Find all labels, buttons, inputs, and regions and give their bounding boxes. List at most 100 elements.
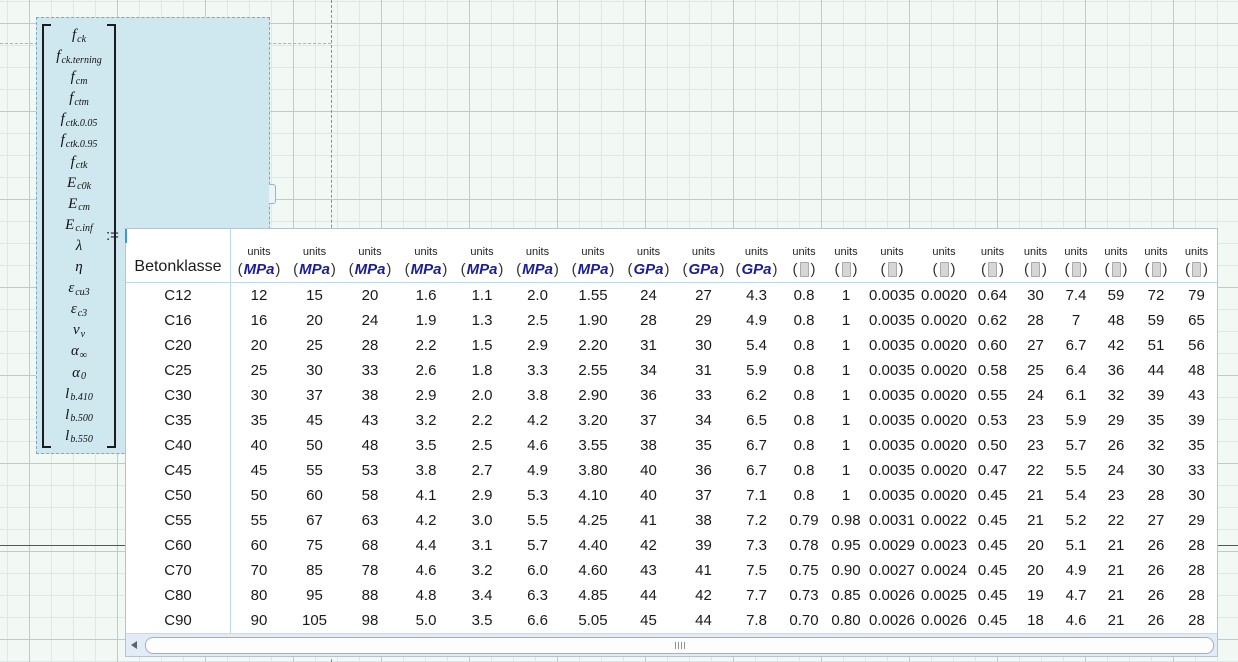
- value-cell-C50-1[interactable]: 50: [231, 487, 287, 504]
- value-cell-C45-19[interactable]: 30: [1136, 462, 1176, 479]
- value-cell-C55-12[interactable]: 0.98: [826, 512, 866, 529]
- unit-MPa[interactable]: (MPa): [405, 261, 448, 278]
- unit-placeholder[interactable]: (): [1024, 261, 1047, 278]
- value-cell-C90-13[interactable]: 0.0026: [866, 612, 918, 629]
- value-cell-C55-9[interactable]: 38: [676, 512, 731, 529]
- value-cell-C45-13[interactable]: 0.0035: [866, 462, 918, 479]
- class-cell-C80[interactable]: C80: [126, 583, 231, 608]
- value-cell-C45-14[interactable]: 0.0020: [918, 462, 970, 479]
- value-cell-C25-7[interactable]: 2.55: [565, 362, 621, 379]
- value-cell-C20-11[interactable]: 0.8: [782, 337, 826, 354]
- value-cell-C40-20[interactable]: 35: [1176, 437, 1217, 454]
- value-cell-C35-7[interactable]: 3.20: [565, 412, 621, 429]
- value-cell-C30-6[interactable]: 3.8: [510, 387, 565, 404]
- value-cell-C70-5[interactable]: 3.2: [454, 562, 510, 579]
- value-cell-C16-10[interactable]: 4.9: [731, 312, 782, 329]
- value-cell-C35-14[interactable]: 0.0020: [918, 412, 970, 429]
- value-cell-C55-3[interactable]: 63: [342, 512, 398, 529]
- value-cell-C55-18[interactable]: 22: [1096, 512, 1136, 529]
- class-cell-C12[interactable]: C12: [126, 283, 231, 308]
- matrix-entry-f-ctk[interactable]: fctk: [51, 152, 107, 173]
- value-cell-C35-9[interactable]: 34: [676, 412, 731, 429]
- unit-GPa[interactable]: (GPa): [735, 261, 777, 278]
- value-cell-C60-4[interactable]: 4.4: [398, 537, 454, 554]
- value-cell-C16-3[interactable]: 24: [342, 312, 398, 329]
- matrix-entry-f-ctk-095[interactable]: fctk.0.95: [51, 130, 107, 151]
- matrix-entry-alpha-0[interactable]: α0: [51, 363, 107, 384]
- class-cell-C50[interactable]: C50: [126, 483, 231, 508]
- value-cell-C30-3[interactable]: 38: [342, 387, 398, 404]
- matrix-entry-f-ctm[interactable]: fctm: [51, 88, 107, 109]
- value-cell-C50-16[interactable]: 21: [1015, 487, 1056, 504]
- value-cell-C70-11[interactable]: 0.75: [782, 562, 826, 579]
- value-cell-C12-17[interactable]: 7.4: [1056, 287, 1096, 304]
- value-cell-C60-17[interactable]: 5.1: [1056, 537, 1096, 554]
- value-cell-C80-12[interactable]: 0.85: [826, 587, 866, 604]
- value-cell-C12-3[interactable]: 20: [342, 287, 398, 304]
- value-cell-C25-17[interactable]: 6.4: [1056, 362, 1096, 379]
- value-cell-C40-3[interactable]: 48: [342, 437, 398, 454]
- unit-placeholder[interactable]: (): [1105, 261, 1128, 278]
- matrix-entry-eps-cu3[interactable]: εcu3: [51, 278, 107, 299]
- matrix-entry-E-c0k[interactable]: Ec0k: [51, 173, 107, 194]
- scroll-left-arrow-icon[interactable]: [131, 641, 137, 649]
- concrete-class-table[interactable]: Betonklasse units(MPa)units(MPa)units(MP…: [125, 228, 1218, 657]
- value-cell-C12-9[interactable]: 27: [676, 287, 731, 304]
- value-cell-C80-17[interactable]: 4.7: [1056, 587, 1096, 604]
- value-cell-C40-17[interactable]: 5.7: [1056, 437, 1096, 454]
- value-cell-C45-5[interactable]: 2.7: [454, 462, 510, 479]
- class-cell-C70[interactable]: C70: [126, 558, 231, 583]
- class-cell-C35[interactable]: C35: [126, 408, 231, 433]
- value-cell-C80-11[interactable]: 0.73: [782, 587, 826, 604]
- class-cell-C20[interactable]: C20: [126, 333, 231, 358]
- value-cell-C50-15[interactable]: 0.45: [970, 487, 1015, 504]
- value-cell-C50-19[interactable]: 28: [1136, 487, 1176, 504]
- value-cell-C35-19[interactable]: 35: [1136, 412, 1176, 429]
- value-cell-C60-14[interactable]: 0.0023: [918, 537, 970, 554]
- value-cell-C35-8[interactable]: 37: [621, 412, 676, 429]
- value-cell-C16-5[interactable]: 1.3: [454, 312, 510, 329]
- value-cell-C70-1[interactable]: 70: [231, 562, 287, 579]
- region-resize-handle[interactable]: [269, 184, 276, 204]
- value-cell-C40-13[interactable]: 0.0035: [866, 437, 918, 454]
- class-cell-C55[interactable]: C55: [126, 508, 231, 533]
- class-cell-C90[interactable]: C90: [126, 608, 231, 633]
- value-cell-C30-10[interactable]: 6.2: [731, 387, 782, 404]
- value-cell-C70-6[interactable]: 6.0: [510, 562, 565, 579]
- value-cell-C12-7[interactable]: 1.55: [565, 287, 621, 304]
- class-cell-C30[interactable]: C30: [126, 383, 231, 408]
- value-cell-C35-18[interactable]: 29: [1096, 412, 1136, 429]
- value-cell-C50-14[interactable]: 0.0020: [918, 487, 970, 504]
- unit-placeholder[interactable]: (): [835, 261, 858, 278]
- value-cell-C16-9[interactable]: 29: [676, 312, 731, 329]
- value-cell-C70-20[interactable]: 28: [1176, 562, 1217, 579]
- value-cell-C25-15[interactable]: 0.58: [970, 362, 1015, 379]
- value-cell-C90-14[interactable]: 0.0026: [918, 612, 970, 629]
- value-cell-C80-4[interactable]: 4.8: [398, 587, 454, 604]
- value-cell-C40-4[interactable]: 3.5: [398, 437, 454, 454]
- unit-MPa[interactable]: (MPa): [293, 261, 336, 278]
- matrix-entry-eta[interactable]: η: [51, 257, 107, 278]
- value-cell-C90-15[interactable]: 0.45: [970, 612, 1015, 629]
- value-cell-C12-5[interactable]: 1.1: [454, 287, 510, 304]
- value-cell-C50-20[interactable]: 30: [1176, 487, 1217, 504]
- value-cell-C55-6[interactable]: 5.5: [510, 512, 565, 529]
- unit-placeholder[interactable]: (): [1065, 261, 1088, 278]
- value-cell-C12-13[interactable]: 0.0035: [866, 287, 918, 304]
- value-cell-C35-16[interactable]: 23: [1015, 412, 1056, 429]
- value-cell-C12-20[interactable]: 79: [1176, 287, 1217, 304]
- row-header-label[interactable]: Betonklasse: [126, 229, 231, 282]
- value-cell-C30-15[interactable]: 0.55: [970, 387, 1015, 404]
- value-cell-C35-1[interactable]: 35: [231, 412, 287, 429]
- value-cell-C70-14[interactable]: 0.0024: [918, 562, 970, 579]
- value-cell-C55-20[interactable]: 29: [1176, 512, 1217, 529]
- value-cell-C40-18[interactable]: 26: [1096, 437, 1136, 454]
- value-cell-C70-15[interactable]: 0.45: [970, 562, 1015, 579]
- value-cell-C55-19[interactable]: 27: [1136, 512, 1176, 529]
- value-cell-C50-5[interactable]: 2.9: [454, 487, 510, 504]
- class-cell-C60[interactable]: C60: [126, 533, 231, 558]
- value-cell-C90-19[interactable]: 26: [1136, 612, 1176, 629]
- unit-placeholder[interactable]: (): [793, 261, 816, 278]
- value-cell-C25-19[interactable]: 44: [1136, 362, 1176, 379]
- value-cell-C25-20[interactable]: 48: [1176, 362, 1217, 379]
